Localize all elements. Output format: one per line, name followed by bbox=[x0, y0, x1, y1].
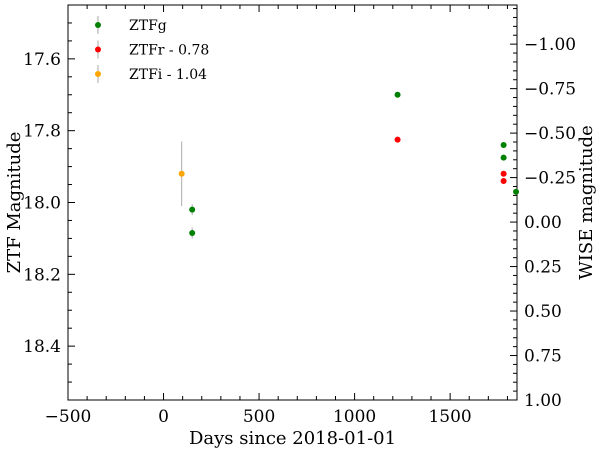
legend-marker-ztfr-0-78 bbox=[95, 46, 101, 53]
y-right-tick-label: −0.25 bbox=[524, 169, 576, 189]
y-right-tick-label: −1.00 bbox=[524, 35, 576, 55]
y-axis-title-left: ZTF Magnitude bbox=[4, 132, 25, 274]
y-left-tick-label: 18.2 bbox=[23, 265, 61, 285]
legend-marker-ztfi-1-04 bbox=[95, 71, 101, 77]
ticks-layer: −500 0 500 1000 1500 17.6 17.8 18.0 18.2 18.4 −1.0… bbox=[23, 4, 576, 427]
y-left-tick-label: 17.8 bbox=[23, 122, 61, 142]
data-point-ztfg bbox=[500, 142, 507, 149]
x-tick-label: 1500 bbox=[428, 407, 471, 427]
points-layer bbox=[178, 91, 520, 237]
y-right-tick-label: 0.25 bbox=[524, 258, 562, 278]
y-right-tick-label: 0.00 bbox=[524, 213, 562, 233]
legend-label-ztfi-1-04: ZTFi - 1.04 bbox=[129, 67, 207, 83]
y-right-tick-label: 0.50 bbox=[524, 302, 562, 322]
data-point-ztfg bbox=[500, 154, 507, 161]
data-point-ztfr-0-78 bbox=[500, 177, 507, 184]
x-axis-title: Days since 2018-01-01 bbox=[189, 428, 396, 449]
y-right-tick-label: −0.75 bbox=[524, 80, 576, 100]
y-axis-title-right: WISE magnitude bbox=[576, 125, 597, 279]
y-left-tick-label: 18.0 bbox=[23, 194, 61, 214]
data-point-ztfi-1-04 bbox=[178, 170, 185, 177]
data-point-ztfg bbox=[189, 206, 196, 213]
legend: ZTFg ZTFr - 0.78 ZTFi - 1.04 bbox=[95, 16, 209, 83]
data-point-ztfg bbox=[189, 230, 196, 237]
data-point-ztfr-0-78 bbox=[500, 170, 507, 177]
y-right-tick-label: −0.50 bbox=[524, 124, 576, 144]
x-tick-label: 0 bbox=[158, 407, 169, 427]
data-point-ztfr-0-78 bbox=[394, 136, 401, 143]
error-bars-layer bbox=[181, 141, 193, 239]
x-tick-label: 1000 bbox=[333, 407, 376, 427]
data-point-ztfg bbox=[394, 91, 401, 98]
y-right-tick-label: 0.75 bbox=[524, 347, 562, 367]
y-right-tick-label: 1.00 bbox=[524, 391, 562, 411]
legend-label-ztfg: ZTFg bbox=[129, 18, 167, 34]
legend-marker-ztfg bbox=[95, 22, 101, 28]
y-left-tick-label: 18.4 bbox=[23, 337, 61, 357]
plot-frame bbox=[67, 4, 518, 401]
y-left-tick-label: 17.6 bbox=[23, 50, 61, 70]
x-tick-label: 500 bbox=[243, 407, 275, 427]
data-point-ztfg bbox=[513, 188, 520, 195]
legend-label-ztfr-0-78: ZTFr - 0.78 bbox=[129, 43, 209, 59]
x-tick-label: −500 bbox=[45, 407, 92, 427]
